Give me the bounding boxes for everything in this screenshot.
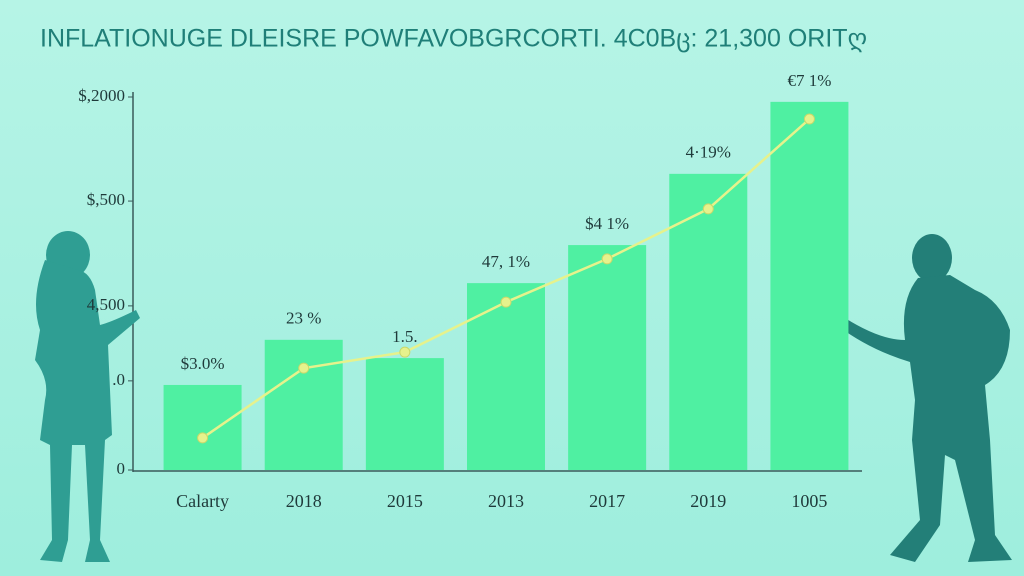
chart-title: INFLATIONUGE DLEISRE POWFAVOBGRCORTI. 4C… (40, 25, 867, 53)
bar-annotation: $4 1% (585, 214, 629, 233)
person-left (35, 231, 140, 562)
bar (264, 339, 343, 470)
person-right (838, 234, 1012, 562)
line-point (601, 253, 613, 265)
x-tick-label: 2013 (488, 491, 524, 511)
bar (669, 173, 748, 470)
y-tick-label: 4,500 (87, 295, 125, 314)
x-tick-label: 2019 (690, 491, 726, 511)
bar-annotation: 23 % (286, 309, 321, 328)
line-point (500, 296, 512, 308)
x-tick-label: 1005 (791, 491, 827, 511)
x-tick-label: 2015 (387, 491, 423, 511)
line-point (298, 362, 310, 374)
y-tick-label: 0 (117, 459, 126, 478)
line-point (702, 203, 714, 215)
bar (770, 101, 849, 470)
y-tick-label: $,2000 (78, 86, 125, 105)
x-tick-label: 2018 (286, 491, 322, 511)
bar (163, 384, 242, 470)
bar (365, 358, 444, 470)
line-point (399, 346, 411, 358)
y-tick-label: .0 (112, 370, 125, 389)
bar-annotation: 1.5. (392, 327, 418, 346)
x-tick-label: 2017 (589, 491, 625, 511)
y-tick-label: $,500 (87, 190, 125, 209)
line-point (803, 113, 815, 125)
bar (568, 245, 647, 470)
bar-annotation: 47, 1% (482, 252, 530, 271)
bar (467, 283, 545, 470)
bar-annotation: $3.0% (181, 354, 225, 373)
line-point (197, 432, 209, 444)
bar-annotation: 4·19% (686, 143, 731, 162)
x-tick-label: Calarty (176, 491, 229, 511)
bar-annotation: €7 1% (787, 71, 831, 90)
